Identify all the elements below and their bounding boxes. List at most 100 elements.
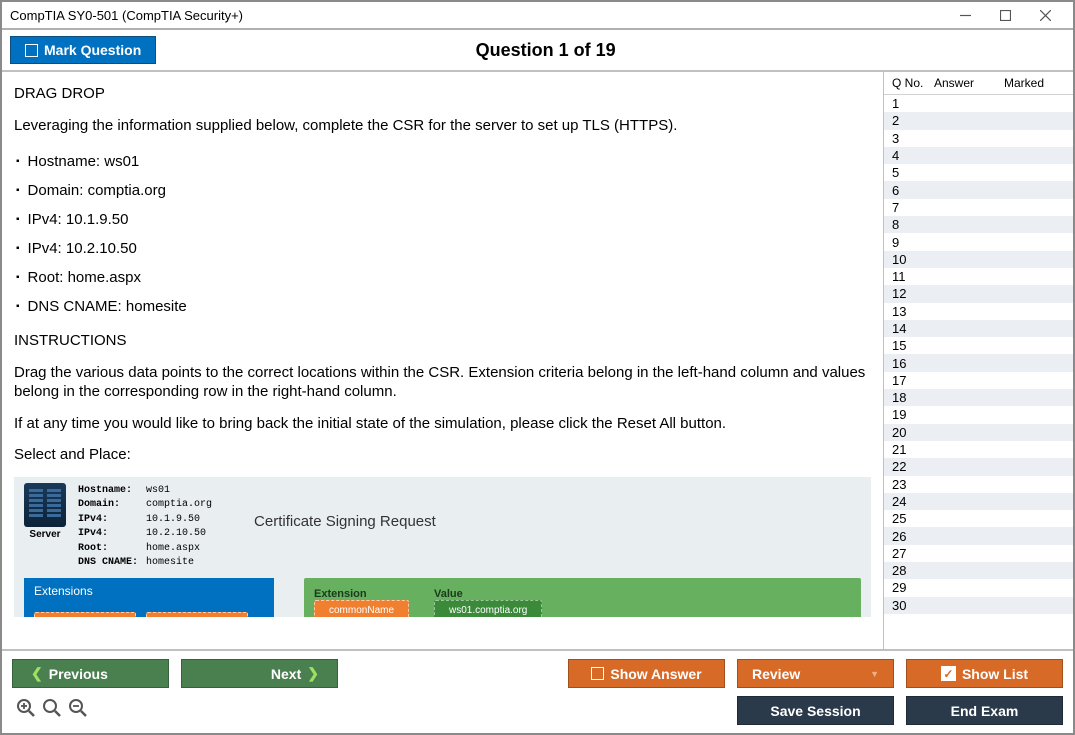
qlist-row[interactable]: 24 — [884, 493, 1073, 510]
qlist-row[interactable]: 16 — [884, 354, 1073, 371]
zoom-in-icon[interactable] — [16, 698, 36, 724]
question-indicator: Question 1 of 19 — [156, 40, 1065, 61]
checked-icon: ✓ — [941, 666, 956, 681]
csr-val-header: Value — [434, 588, 554, 600]
instructions-p1: Drag the various data points to the corr… — [14, 363, 871, 402]
qlist-row[interactable]: 2 — [884, 112, 1073, 129]
extensions-header: Extensions — [24, 578, 274, 604]
main-content: DRAG DROP Leveraging the information sup… — [2, 70, 1073, 649]
checkbox-icon — [25, 44, 38, 57]
qlist-row[interactable]: 8 — [884, 216, 1073, 233]
extension-chip[interactable]: policyIdentifier — [146, 612, 248, 617]
question-list-panel: Q No. Answer Marked 12345678910111213141… — [883, 72, 1073, 649]
col-qno-header: Q No. — [884, 76, 934, 90]
qlist-row[interactable]: 14 — [884, 320, 1073, 337]
qlist-row[interactable]: 22 — [884, 458, 1073, 475]
info-bullet: IPv4: 10.2.10.50 — [14, 234, 871, 263]
info-bullets: Hostname: ws01Domain: comptia.orgIPv4: 1… — [14, 147, 871, 321]
select-place-label: Select and Place: — [14, 445, 871, 465]
qlist-row[interactable]: 26 — [884, 527, 1073, 544]
server-icon — [24, 483, 66, 527]
csr-ext-header: Extension — [314, 588, 434, 600]
chevron-left-icon: ❮ — [31, 665, 43, 682]
csr-val-chip[interactable]: ws01.comptia.org — [434, 600, 542, 617]
server-label: Server — [29, 529, 60, 540]
review-label: Review — [752, 666, 800, 682]
server-block: Server — [24, 483, 66, 540]
qlist-row[interactable]: 11 — [884, 268, 1073, 285]
save-session-label: Save Session — [770, 703, 860, 719]
maximize-button[interactable] — [985, 3, 1025, 27]
qlist-row[interactable]: 27 — [884, 545, 1073, 562]
qlist-row[interactable]: 25 — [884, 510, 1073, 527]
csr-header-row: Extension Value — [314, 588, 851, 600]
next-label: Next — [271, 666, 301, 682]
extension-chip[interactable]: commonName — [34, 612, 136, 617]
previous-label: Previous — [49, 666, 108, 682]
info-bullet: IPv4: 10.1.9.50 — [14, 205, 871, 234]
qlist-row[interactable]: 7 — [884, 199, 1073, 216]
footer: ❮ Previous Next ❯ Show Answer Review ▼ ✓… — [2, 649, 1073, 733]
csr-ext-chip[interactable]: commonName — [314, 600, 409, 617]
previous-button[interactable]: ❮ Previous — [12, 659, 169, 688]
qlist-row[interactable]: 30 — [884, 597, 1073, 614]
qlist-row[interactable]: 19 — [884, 406, 1073, 423]
simulation-area: Server Hostname:ws01Domain:comptia.orgIP… — [14, 477, 871, 617]
qlist-row[interactable]: 29 — [884, 579, 1073, 596]
qlist-row[interactable]: 6 — [884, 181, 1073, 198]
end-exam-button[interactable]: End Exam — [906, 696, 1063, 725]
instructions-label: INSTRUCTIONS — [14, 331, 871, 351]
info-bullet: Root: home.aspx — [14, 263, 871, 292]
question-intro: Leveraging the information supplied belo… — [14, 116, 871, 136]
show-answer-label: Show Answer — [610, 666, 701, 682]
qlist-body[interactable]: 1234567891011121314151617181920212223242… — [884, 95, 1073, 649]
instructions-p2: If at any time you would like to bring b… — [14, 414, 871, 434]
next-button[interactable]: Next ❯ — [181, 659, 338, 688]
mark-question-button[interactable]: Mark Question — [10, 36, 156, 64]
window-title: CompTIA SY0-501 (CompTIA Security+) — [10, 8, 945, 23]
qlist-row[interactable]: 5 — [884, 164, 1073, 181]
qlist-row[interactable]: 12 — [884, 285, 1073, 302]
show-list-button[interactable]: ✓ Show List — [906, 659, 1063, 688]
qlist-row[interactable]: 18 — [884, 389, 1073, 406]
qlist-row[interactable]: 17 — [884, 372, 1073, 389]
titlebar: CompTIA SY0-501 (CompTIA Security+) — [2, 2, 1073, 30]
qlist-header: Q No. Answer Marked — [884, 72, 1073, 95]
zoom-controls — [12, 698, 88, 724]
qlist-row[interactable]: 10 — [884, 251, 1073, 268]
qlist-row[interactable]: 9 — [884, 233, 1073, 250]
minimize-button[interactable] — [945, 3, 985, 27]
qlist-row[interactable]: 3 — [884, 130, 1073, 147]
qlist-row[interactable]: 13 — [884, 303, 1073, 320]
review-dropdown[interactable]: Review ▼ — [737, 659, 894, 688]
zoom-out-icon[interactable] — [68, 698, 88, 724]
col-marked-header: Marked — [1004, 76, 1073, 90]
qlist-row[interactable]: 1 — [884, 95, 1073, 112]
question-pane: DRAG DROP Leveraging the information sup… — [2, 72, 883, 649]
qlist-row[interactable]: 20 — [884, 424, 1073, 441]
end-exam-label: End Exam — [951, 703, 1019, 719]
zoom-icon[interactable] — [42, 698, 62, 724]
info-bullet: DNS CNAME: homesite — [14, 292, 871, 321]
app-window: CompTIA SY0-501 (CompTIA Security+) Mark… — [0, 0, 1075, 735]
window-controls — [945, 3, 1065, 27]
show-list-label: Show List — [962, 666, 1028, 682]
csr-panel: Extension Value commonName ws01.comptia.… — [304, 578, 861, 617]
qlist-row[interactable]: 23 — [884, 476, 1073, 493]
csr-data-row: commonName ws01.comptia.org — [314, 604, 851, 616]
qlist-row[interactable]: 15 — [884, 337, 1073, 354]
extensions-panel: Extensions commonName policyIdentifier — [24, 578, 274, 617]
qlist-row[interactable]: 21 — [884, 441, 1073, 458]
mark-button-label: Mark Question — [44, 42, 141, 58]
extensions-body: commonName policyIdentifier — [24, 604, 274, 617]
server-info-table: Hostname:ws01Domain:comptia.orgIPv4:10.1… — [76, 483, 214, 572]
close-button[interactable] — [1025, 3, 1065, 27]
save-session-button[interactable]: Save Session — [737, 696, 894, 725]
qlist-row[interactable]: 28 — [884, 562, 1073, 579]
qlist-row[interactable]: 4 — [884, 147, 1073, 164]
question-scroll[interactable]: DRAG DROP Leveraging the information sup… — [2, 72, 883, 649]
checkbox-icon — [591, 667, 604, 680]
show-answer-button[interactable]: Show Answer — [568, 659, 725, 688]
question-type-label: DRAG DROP — [14, 84, 871, 104]
header-row: Mark Question Question 1 of 19 — [2, 30, 1073, 70]
